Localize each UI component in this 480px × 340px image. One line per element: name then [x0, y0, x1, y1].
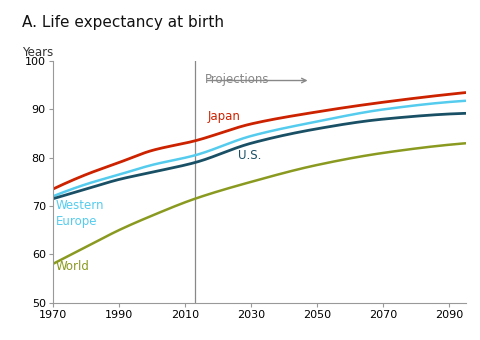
Text: Western
Europe: Western Europe [56, 199, 105, 228]
Text: Japan: Japan [208, 110, 241, 123]
Text: Years: Years [22, 46, 53, 59]
Text: Projections: Projections [204, 73, 269, 86]
Text: World: World [56, 260, 90, 273]
Text: U.S.: U.S. [238, 149, 261, 162]
Text: A. Life expectancy at birth: A. Life expectancy at birth [22, 15, 224, 30]
